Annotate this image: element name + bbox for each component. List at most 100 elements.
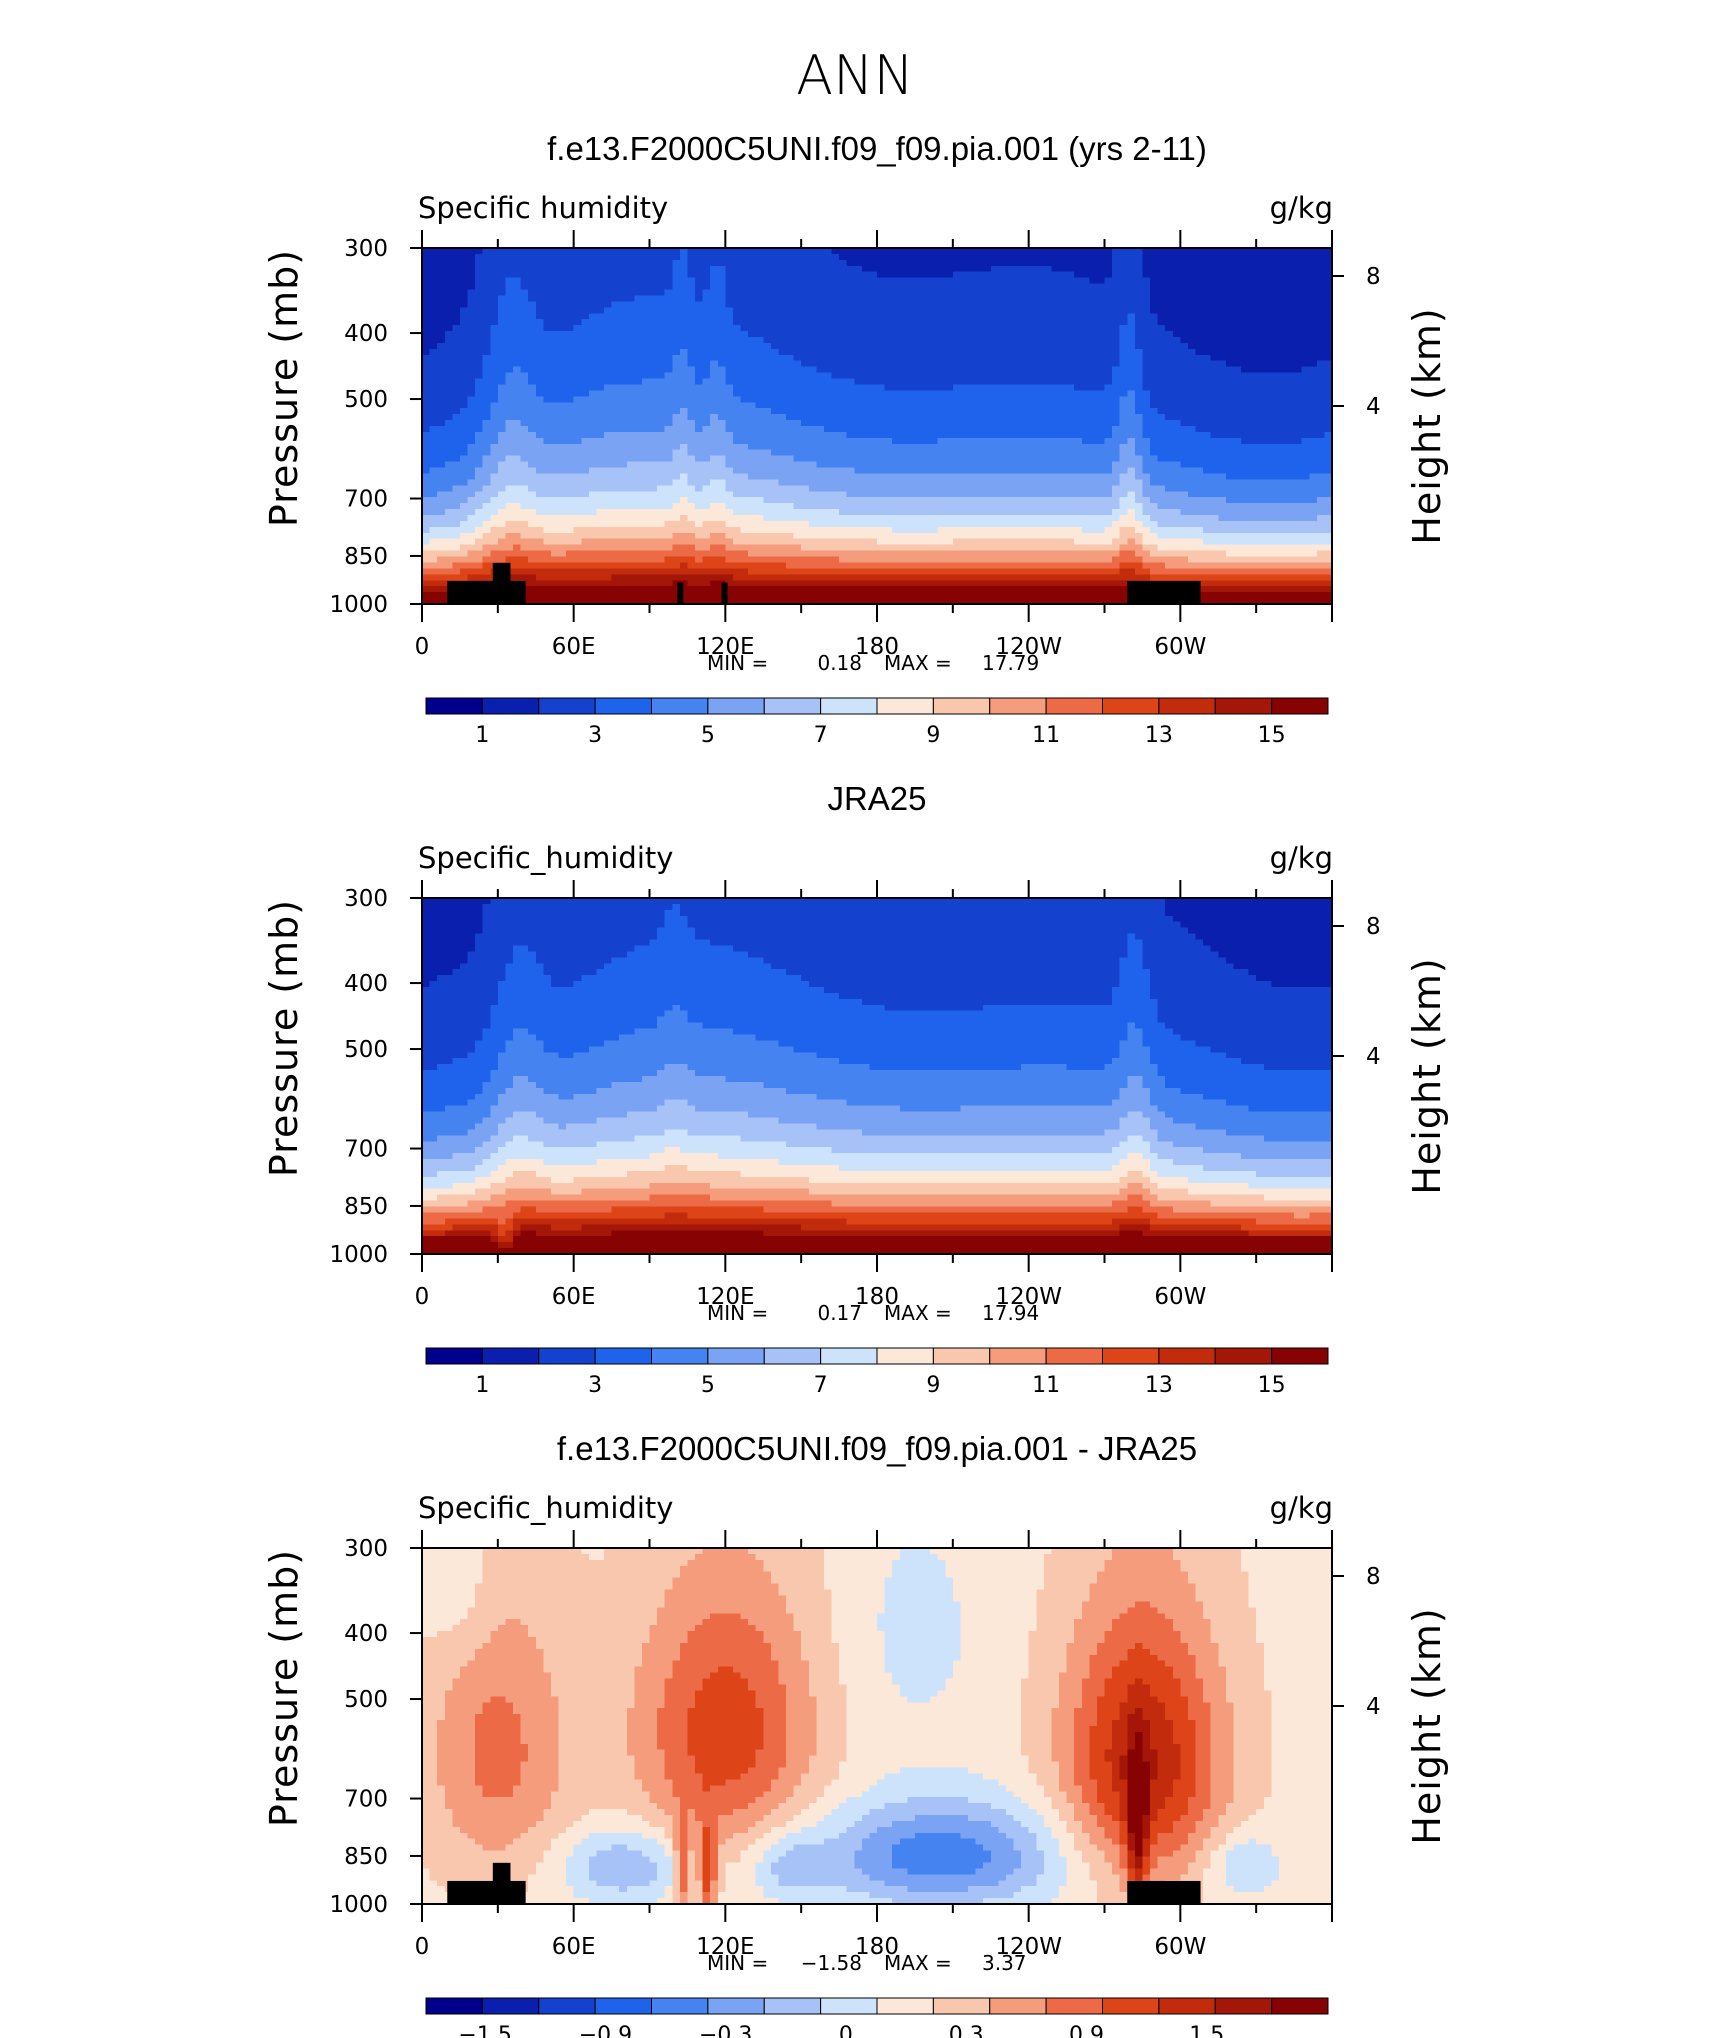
variable-label: Specific humidity <box>418 191 668 225</box>
contour-cell <box>1005 372 1015 380</box>
contour-cell <box>1195 408 1204 415</box>
contour-cell <box>664 307 673 314</box>
contour-cell <box>1233 449 1242 457</box>
contour-cell <box>695 307 704 314</box>
contour-cell <box>839 426 848 433</box>
contour-cell <box>1104 289 1113 297</box>
contour-cell <box>732 402 742 409</box>
contour-cell <box>968 414 977 421</box>
contour-cell <box>452 348 461 356</box>
contour-cell <box>1150 390 1159 397</box>
contour-cell <box>1081 271 1090 279</box>
contour-cell <box>543 449 552 457</box>
contour-cell <box>1089 455 1098 463</box>
contour-cell <box>778 259 787 267</box>
contour-cell <box>1127 366 1136 374</box>
contour-cell <box>1180 384 1189 391</box>
contour-cell <box>505 479 514 486</box>
contour-cell <box>960 426 969 433</box>
contour-cell <box>831 414 840 421</box>
contour-cell <box>482 402 491 409</box>
contour-cell <box>604 402 613 409</box>
contour-cell <box>581 390 590 397</box>
contour-cell <box>1104 271 1113 279</box>
contour-cell <box>1051 420 1060 427</box>
contour-cell <box>566 431 575 439</box>
contour-cell <box>1089 396 1098 403</box>
contour-cell <box>1036 325 1045 332</box>
contour-cell <box>505 354 514 362</box>
contour-cell <box>497 396 507 403</box>
contour-cell <box>422 408 431 415</box>
contour-cell <box>543 313 552 320</box>
contour-cell <box>497 283 507 291</box>
contour-cell <box>748 313 757 320</box>
contour-cell <box>1074 437 1083 445</box>
contour-cell <box>1218 307 1227 314</box>
contour-cell <box>1324 396 1333 403</box>
contour-cell <box>1180 248 1189 255</box>
contour-cell <box>702 360 711 368</box>
contour-cell <box>786 378 795 386</box>
contour-cell <box>1021 479 1030 486</box>
contour-cell <box>717 337 726 344</box>
contour-cell <box>907 253 916 261</box>
contour-cell <box>596 289 605 297</box>
contour-cell <box>960 325 969 332</box>
contour-cell <box>535 491 544 498</box>
contour-cell <box>1301 342 1310 350</box>
contour-cell <box>1195 455 1204 463</box>
contour-cell <box>1241 319 1250 326</box>
contour-cell <box>1096 331 1106 338</box>
contour-cell <box>664 378 673 386</box>
contour-cell <box>975 342 984 350</box>
contour-cell <box>467 265 476 273</box>
contour-cell <box>808 331 817 338</box>
contour-cell <box>1028 307 1037 314</box>
contour-cell <box>1028 253 1037 261</box>
contour-cell <box>687 485 696 492</box>
contour-cell <box>717 360 726 368</box>
contour-cell <box>877 259 886 267</box>
contour-cell <box>1096 384 1106 391</box>
contour-cell <box>1180 443 1189 451</box>
contour-cell <box>581 461 590 469</box>
contour-cell <box>452 396 461 403</box>
contour-cell <box>1203 259 1212 267</box>
contour-cell <box>687 301 696 308</box>
contour-cell <box>1271 265 1280 273</box>
contour-cell <box>1043 396 1053 403</box>
contour-cell <box>1294 319 1303 326</box>
contour-cell <box>1005 378 1015 386</box>
contour-cell <box>588 354 598 362</box>
contour-cell <box>1074 366 1083 374</box>
contour-cell <box>619 461 628 469</box>
contour-cell <box>1089 348 1098 356</box>
contour-cell <box>497 354 507 362</box>
contour-cell <box>968 313 977 320</box>
contour-cell <box>877 265 886 273</box>
contour-cell <box>422 265 431 273</box>
contour-cell <box>550 402 560 409</box>
contour-cell <box>1195 461 1204 469</box>
contour-cell <box>1165 461 1174 469</box>
contour-cell <box>1286 467 1295 475</box>
contour-cell <box>1043 378 1053 386</box>
contour-cell <box>998 319 1007 326</box>
contour-cell <box>740 455 749 463</box>
contour-cell <box>740 449 749 457</box>
contour-cell <box>1134 301 1144 308</box>
contour-cell <box>1218 449 1227 457</box>
contour-cell <box>513 337 522 344</box>
contour-cell <box>1271 402 1280 409</box>
contour-cell <box>513 437 522 445</box>
contour-cell <box>952 313 962 320</box>
contour-cell <box>1294 348 1303 356</box>
contour-cell <box>732 378 742 386</box>
contour-cell <box>672 248 681 255</box>
contour-cell <box>528 342 537 350</box>
contour-cell <box>1134 384 1144 391</box>
contour-cell <box>937 277 946 285</box>
contour-cell <box>657 384 666 391</box>
contour-cell <box>588 449 598 457</box>
